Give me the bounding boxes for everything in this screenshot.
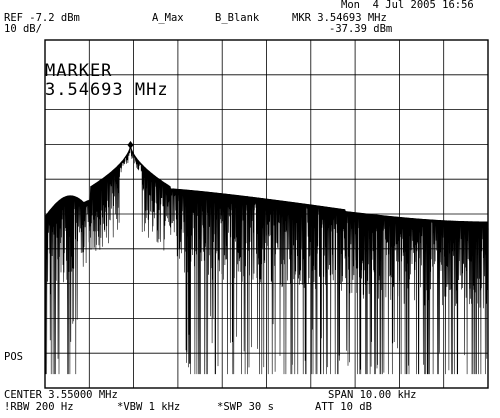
- marker-label: MARKER: [45, 61, 113, 81]
- trace-envelope: [44, 144, 488, 223]
- trace-b-mode: B_Blank: [215, 12, 260, 24]
- resolution-bandwidth: !RBW 200 Hz: [4, 401, 74, 413]
- trace-a-mode: A_Max: [152, 12, 184, 24]
- center-frequency: CENTER 3.55000 MHz: [4, 389, 118, 401]
- scale-per-division: 10 dB/: [4, 23, 42, 35]
- reference-level: REF -7.2 dBm: [4, 12, 80, 24]
- marker-frequency: 3.54693 MHz: [45, 80, 169, 100]
- spectrum-trace: [44, 141, 489, 375]
- date-time: Mon 4 Jul 2005 16:56: [341, 0, 474, 11]
- input-attenuation: ATT 10 dB: [315, 401, 372, 413]
- sweep-time: *SWP 30 s: [217, 401, 274, 413]
- pos-label: POS: [4, 351, 23, 363]
- marker-amplitude: -37.39 dBm: [329, 23, 393, 35]
- marker-point: [127, 141, 134, 150]
- frequency-span: SPAN 10.00 kHz: [328, 389, 417, 401]
- marker-readout: MKR 3.54693 MHz: [292, 12, 387, 24]
- video-bandwidth: *VBW 1 kHz: [117, 401, 181, 413]
